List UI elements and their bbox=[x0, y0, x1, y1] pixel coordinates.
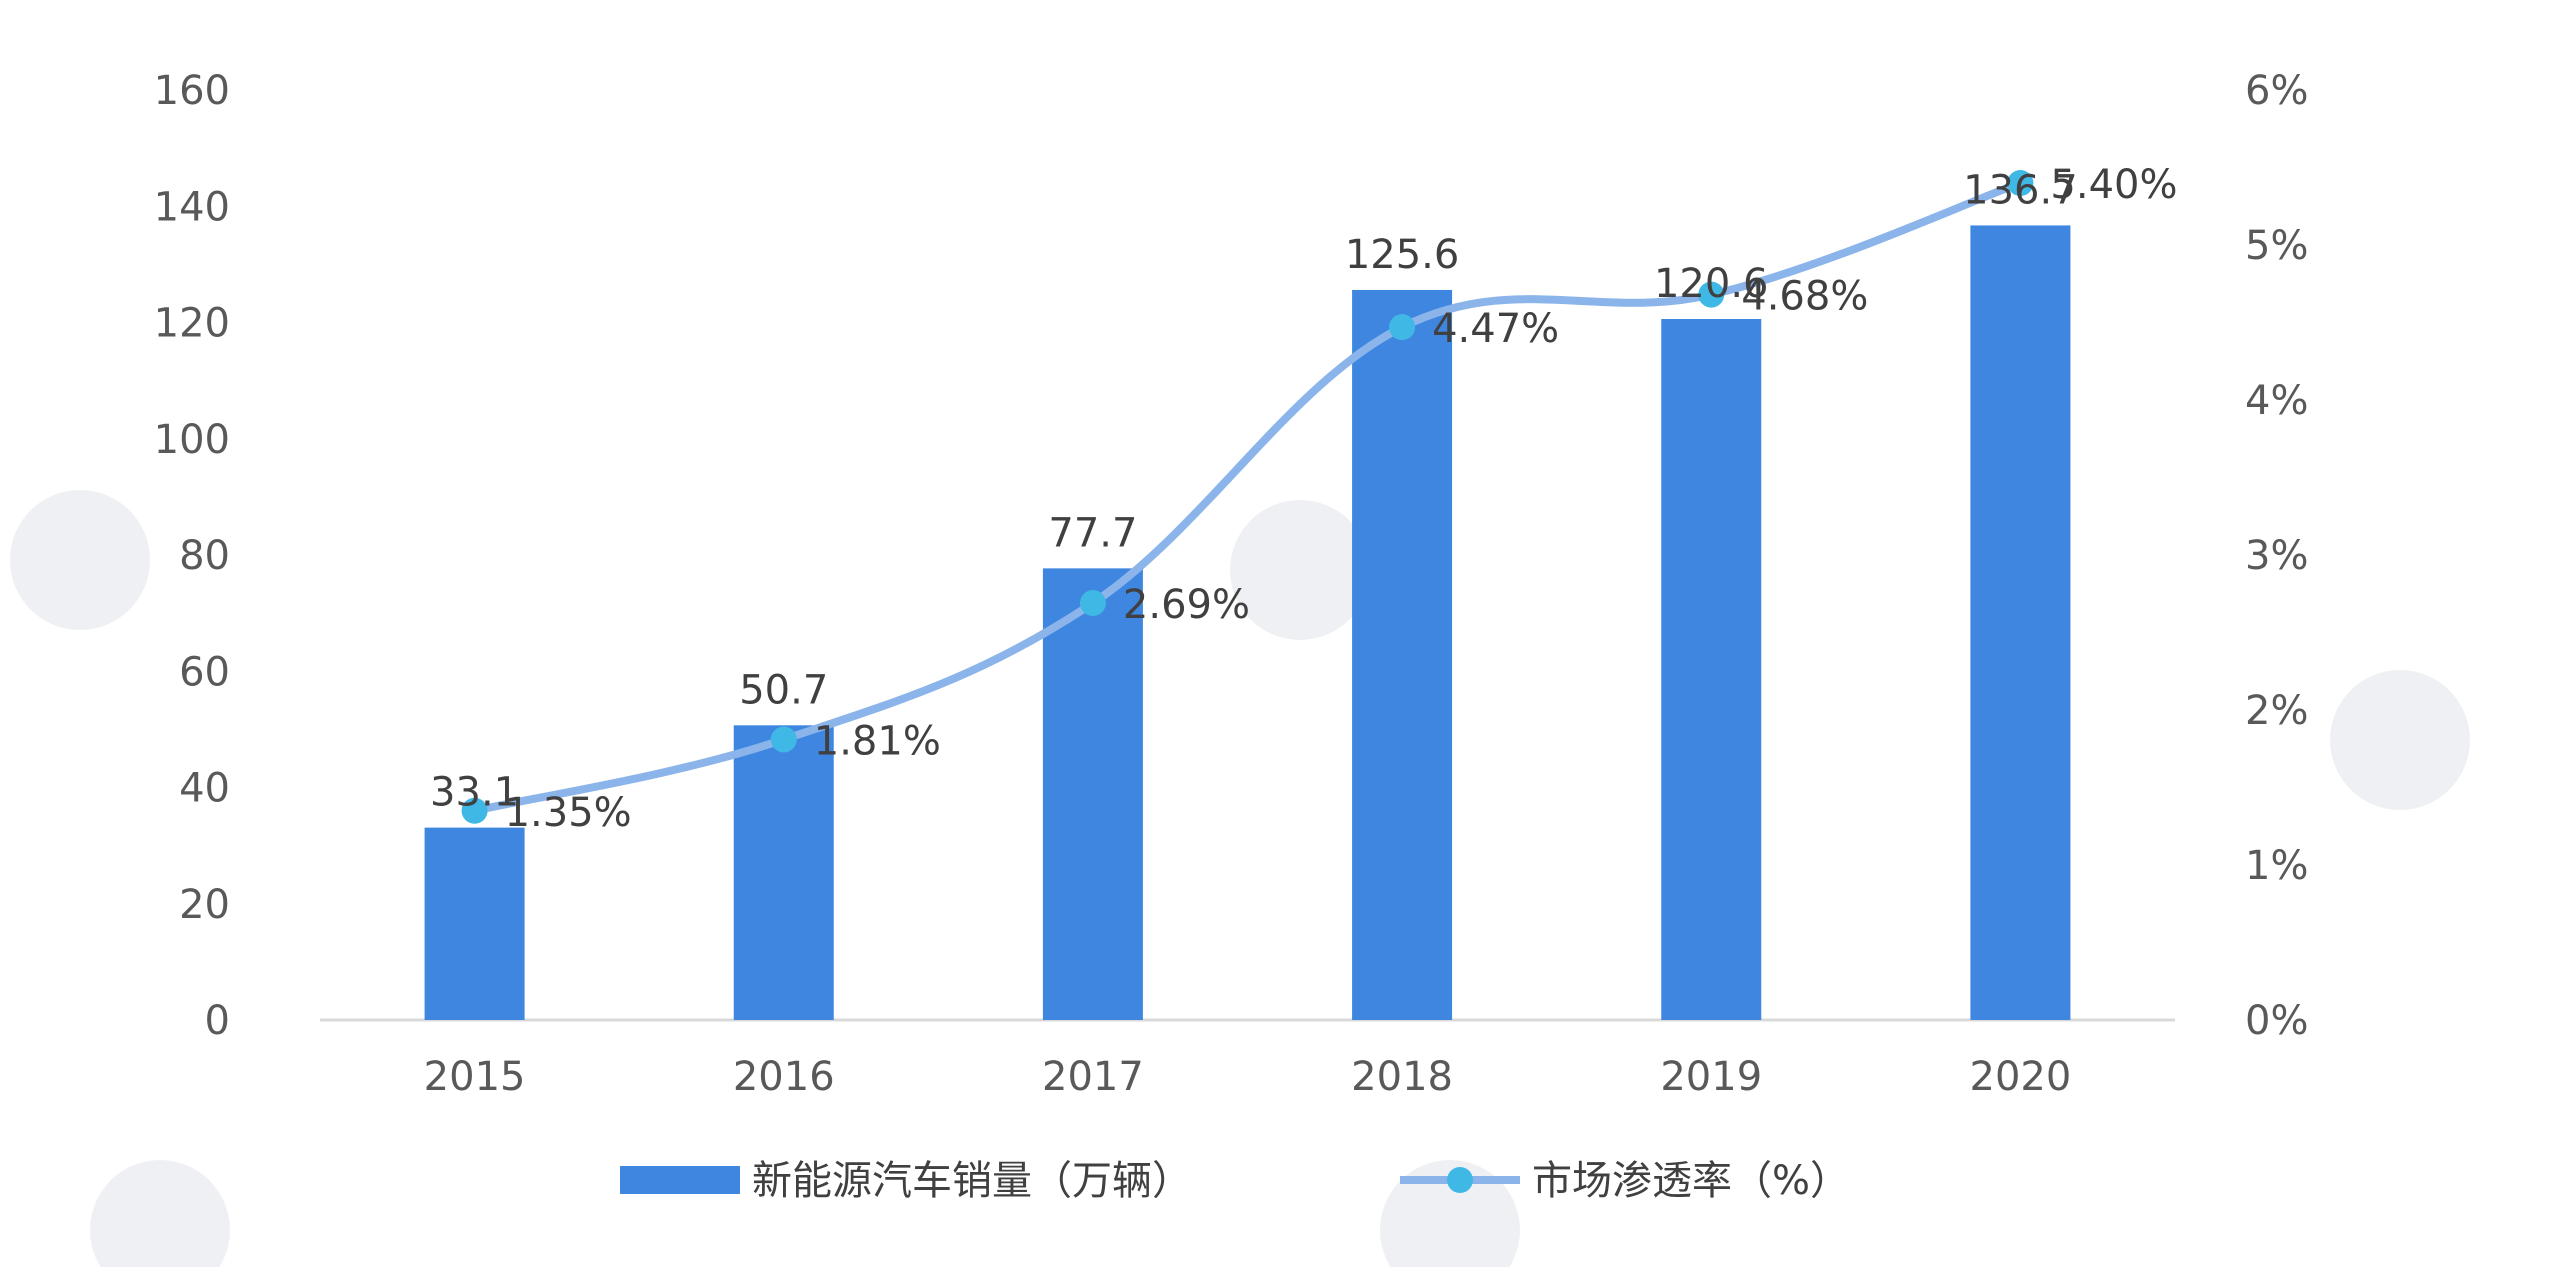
line-data-label: 4.68% bbox=[1741, 274, 1868, 320]
line-marker bbox=[770, 726, 797, 753]
x-axis-tick-label: 2017 bbox=[1042, 1054, 1144, 1100]
bar-data-labels: 33.1 50.7 77.7 125.6 120.6 136.7 bbox=[430, 167, 2078, 815]
line-data-label: 5.40% bbox=[2050, 162, 2177, 208]
left-axis-tick-label: 40 bbox=[179, 766, 230, 812]
line-marker bbox=[2007, 170, 2034, 196]
x-axis-labels: 2015 2016 2017 2018 2019 2020 bbox=[424, 1054, 2072, 1100]
watermark-logo bbox=[1380, 1160, 1520, 1271]
line-marker bbox=[461, 797, 488, 824]
legend-line-label: 市场渗透率（%） bbox=[1532, 1158, 1850, 1204]
left-axis-tick-label: 140 bbox=[154, 184, 230, 230]
bar-data-label: 136.7 bbox=[1963, 167, 2078, 213]
legend: 新能源汽车销量（万辆） 市场渗透率（%） bbox=[620, 1158, 1850, 1204]
bar-series bbox=[424, 225, 2071, 1020]
left-axis-tick-label: 60 bbox=[179, 649, 230, 695]
left-axis-ticks: 0 20 40 60 80 100 120 140 160 bbox=[154, 68, 230, 1044]
bar-data-label: 120.6 bbox=[1654, 261, 1769, 307]
right-axis-tick-label: 6% bbox=[2245, 68, 2308, 114]
right-axis-tick-label: 0% bbox=[2245, 998, 2308, 1044]
bar bbox=[1970, 225, 2071, 1020]
left-axis-tick-label: 0 bbox=[205, 998, 230, 1044]
x-axis-tick-label: 2016 bbox=[733, 1054, 835, 1100]
bar-data-label: 33.1 bbox=[430, 770, 519, 816]
line-data-label: 1.81% bbox=[814, 718, 941, 764]
left-axis-tick-label: 120 bbox=[154, 301, 230, 347]
right-axis-ticks: 0% 1% 2% 3% 4% 5% 6% bbox=[2245, 68, 2308, 1044]
penetration-rate-line bbox=[470, 179, 2025, 815]
line-data-labels: 1.35% 1.81% 2.69% 4.47% 4.68% 5.40% bbox=[505, 162, 2178, 836]
x-axis-tick-label: 2015 bbox=[424, 1054, 526, 1100]
left-axis-tick-label: 20 bbox=[179, 882, 230, 928]
x-axis-tick-label: 2019 bbox=[1660, 1054, 1762, 1100]
line-data-label: 4.47% bbox=[1432, 306, 1559, 352]
line-marker bbox=[1079, 590, 1106, 617]
watermark-logo bbox=[1230, 500, 1370, 640]
x-axis-tick-label: 2020 bbox=[1970, 1054, 2072, 1100]
bar bbox=[733, 725, 834, 1020]
watermark-logo bbox=[2330, 670, 2470, 810]
bar bbox=[424, 827, 525, 1020]
bar-data-label: 125.6 bbox=[1345, 232, 1460, 278]
watermark-layer bbox=[10, 490, 2470, 1271]
legend-line-marker bbox=[1447, 1167, 1473, 1193]
right-axis-tick-label: 3% bbox=[2245, 533, 2308, 579]
line-data-label: 1.35% bbox=[505, 790, 632, 836]
bar bbox=[1661, 319, 1762, 1020]
left-axis-tick-label: 100 bbox=[154, 417, 230, 463]
right-axis-tick-label: 4% bbox=[2245, 378, 2308, 424]
watermark-logo bbox=[90, 1160, 230, 1271]
left-axis-tick-label: 160 bbox=[154, 68, 230, 114]
legend-bar-swatch bbox=[620, 1166, 740, 1194]
watermark-logo bbox=[10, 490, 150, 630]
line-markers bbox=[461, 170, 2034, 824]
right-axis-tick-label: 2% bbox=[2245, 688, 2308, 734]
right-axis-tick-label: 1% bbox=[2245, 843, 2308, 889]
line-marker bbox=[1698, 281, 1725, 308]
bar bbox=[1352, 289, 1453, 1020]
line-marker bbox=[1389, 314, 1416, 341]
bar-data-label: 50.7 bbox=[739, 667, 828, 713]
right-axis-tick-label: 5% bbox=[2245, 223, 2308, 269]
line-data-label: 2.69% bbox=[1123, 582, 1250, 628]
left-axis-tick-label: 80 bbox=[179, 533, 230, 579]
x-axis-tick-label: 2018 bbox=[1351, 1054, 1453, 1100]
legend-bar-label: 新能源汽车销量（万辆） bbox=[752, 1158, 1192, 1204]
bar-data-label: 77.7 bbox=[1048, 510, 1137, 556]
bar bbox=[1042, 568, 1143, 1020]
